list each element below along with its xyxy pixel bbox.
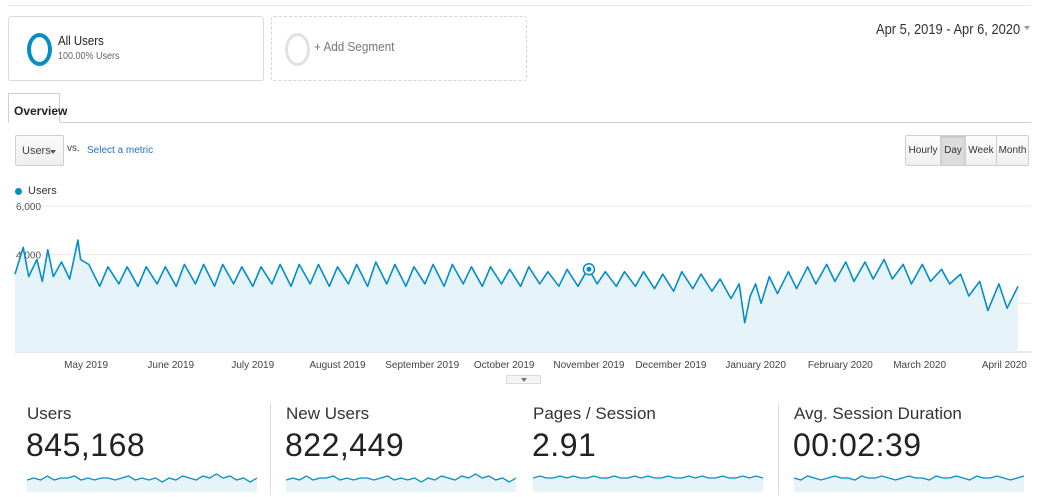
sparkline-area: [27, 474, 257, 492]
add-segment-button[interactable]: + Add Segment: [271, 16, 527, 81]
sparkline-area: [286, 474, 516, 492]
chevron-down-icon: [50, 150, 56, 154]
series-line-users[interactable]: [14, 239, 1019, 324]
x-tick-label: July 2019: [231, 360, 274, 371]
kpi-label: New Users: [286, 404, 370, 423]
period-month-button[interactable]: Month: [996, 135, 1029, 166]
x-tick-label: August 2019: [309, 360, 366, 371]
x-tick-label: October 2019: [474, 360, 535, 371]
kpi-sparkline: [533, 475, 763, 492]
empty-ring-icon: [285, 33, 310, 66]
metric-select[interactable]: Users: [15, 135, 64, 166]
top-divider: [8, 5, 1031, 6]
kpi-tile[interactable]: New Users 822,449: [285, 400, 518, 497]
period-toggle-group: Hourly Day Week Month: [905, 135, 1029, 166]
x-tick-label: June 2019: [147, 360, 194, 371]
sparkline-area: [794, 476, 1024, 492]
period-day-button[interactable]: Day: [940, 135, 966, 166]
kpi-sparkline: [286, 473, 516, 492]
series-area-users: [15, 240, 1018, 352]
x-tick-label: September 2019: [385, 360, 459, 371]
segment-name: All Users: [58, 33, 104, 48]
x-tick-label: April 2020: [982, 360, 1027, 371]
period-week-button[interactable]: Week: [965, 135, 997, 166]
hover-marker-dot: [586, 266, 592, 272]
kpi-value: 845,168: [26, 427, 146, 463]
vs-label: vs.: [67, 143, 80, 154]
x-tick-label: May 2019: [64, 360, 108, 371]
kpi-tile[interactable]: Pages / Session 2.91: [532, 400, 765, 497]
date-range-picker[interactable]: Apr 5, 2019 - Apr 6, 2020: [876, 21, 1021, 38]
tab-bar-divider: [8, 122, 1031, 123]
sparkline-line: [286, 473, 516, 483]
kpi-separator: [778, 403, 779, 495]
sparkline-area: [533, 476, 763, 492]
y-tick-label: 4,000: [16, 251, 41, 262]
kpi-separator: [270, 403, 271, 495]
sparkline-line: [794, 475, 1024, 481]
segment-ring-icon: [27, 33, 52, 66]
legend-dot-icon: [15, 188, 22, 195]
kpi-tile[interactable]: Avg. Session Duration 00:02:39: [793, 400, 1026, 497]
chart-collapse-handle[interactable]: [506, 375, 541, 384]
kpi-value: 00:02:39: [793, 427, 922, 463]
kpi-value: 2.91: [532, 427, 597, 463]
kpi-tile[interactable]: Users 845,168: [26, 400, 259, 497]
sparkline-line: [27, 473, 257, 483]
y-tick-label: 6,000: [16, 202, 41, 213]
tab-overview[interactable]: Overview: [8, 93, 67, 123]
chevron-down-icon: [521, 378, 527, 382]
x-tick-label: January 2020: [725, 360, 786, 371]
kpi-sparkline: [794, 475, 1024, 492]
select-metric-link[interactable]: Select a metric: [87, 145, 154, 156]
kpi-label: Pages / Session: [533, 404, 656, 423]
segment-percentage: 100.00% Users: [58, 51, 120, 62]
metric-select-label: Users: [22, 145, 51, 157]
x-tick-label: December 2019: [635, 360, 707, 371]
kpi-label: Avg. Session Duration: [794, 404, 962, 423]
sparkline-line: [533, 475, 763, 479]
x-tick-label: March 2020: [893, 360, 946, 371]
segment-all-users[interactable]: All Users 100.00% Users: [8, 16, 264, 81]
legend-label: Users: [28, 185, 57, 197]
period-hourly-button[interactable]: Hourly: [905, 135, 941, 166]
kpi-value: 822,449: [285, 427, 405, 463]
x-tick-label: November 2019: [553, 360, 625, 371]
chevron-down-icon[interactable]: [1024, 26, 1030, 30]
kpi-sparkline: [27, 473, 257, 492]
x-tick-label: February 2020: [808, 360, 873, 371]
add-segment-label: + Add Segment: [314, 39, 395, 54]
kpi-label: Users: [27, 404, 72, 423]
